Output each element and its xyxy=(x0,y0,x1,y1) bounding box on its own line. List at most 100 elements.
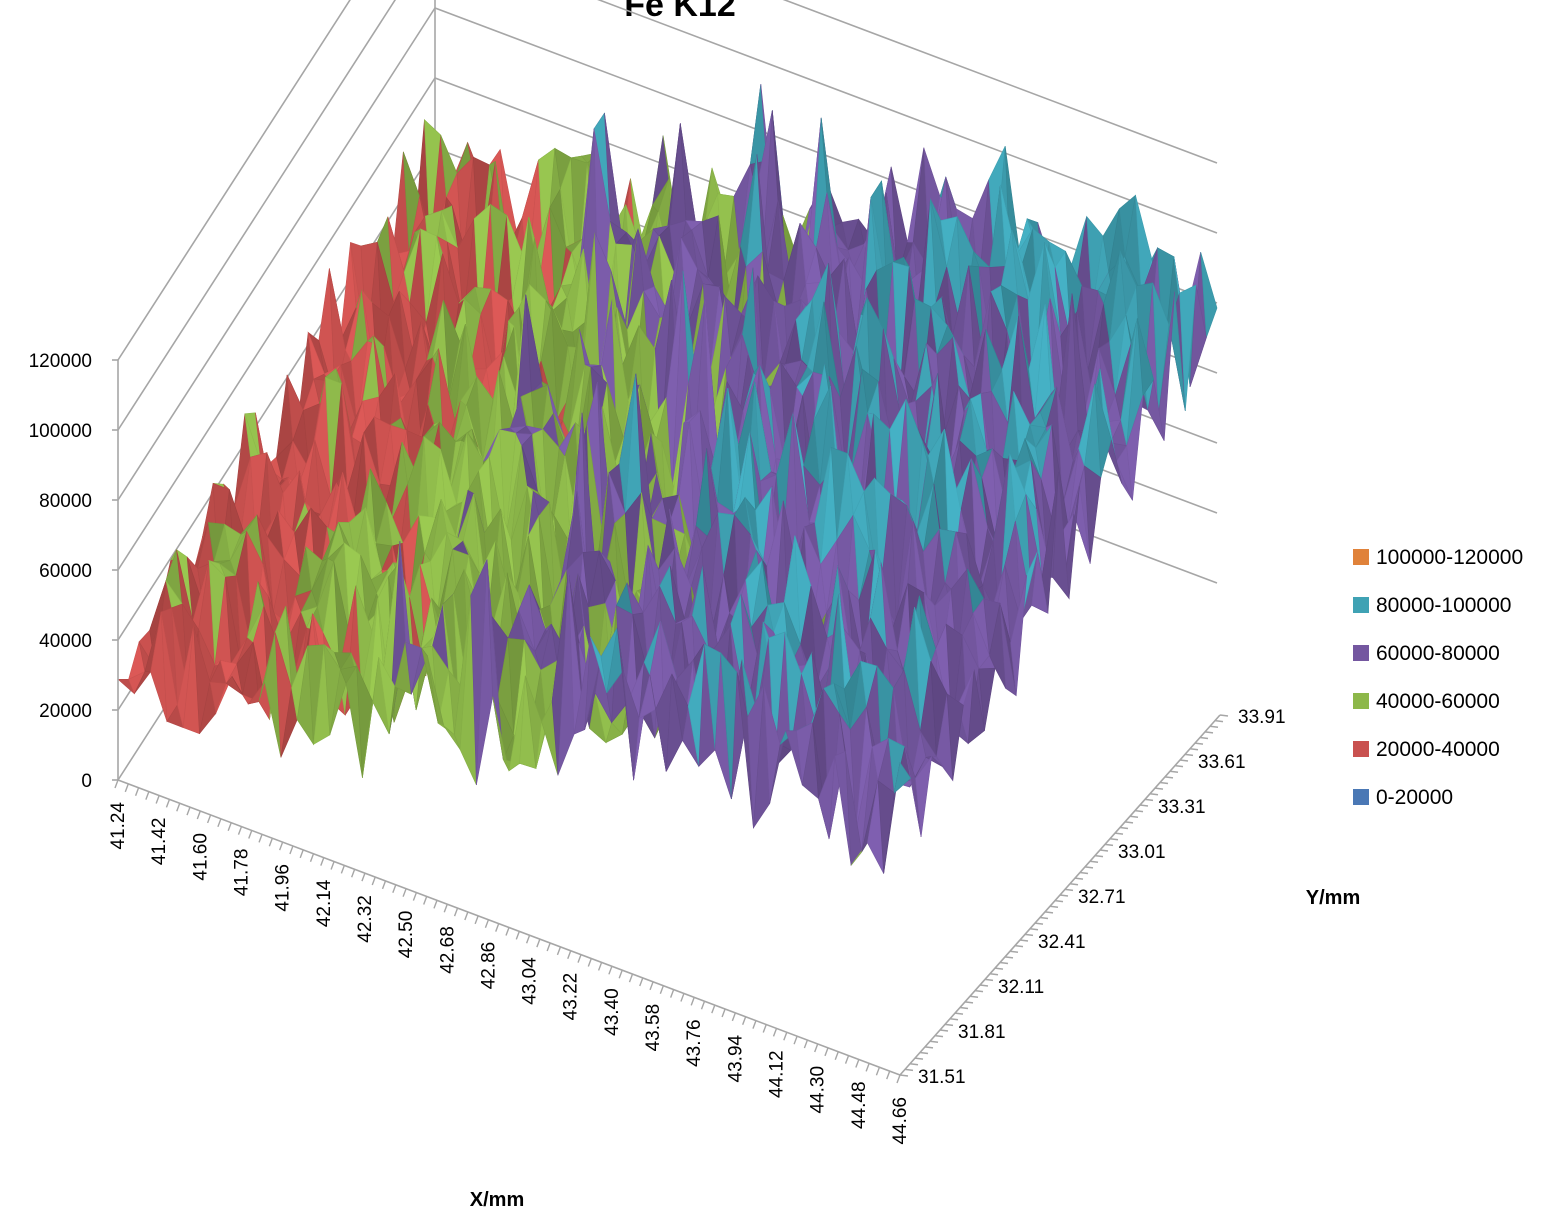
x-tick-label: 43.40 xyxy=(602,988,623,1036)
x-tick-mark xyxy=(268,837,273,847)
z-tick-label: 120000 xyxy=(29,351,92,372)
x-tick-mark xyxy=(556,946,562,956)
y-tick-mark xyxy=(1209,725,1219,728)
x-tick-mark xyxy=(412,892,418,901)
x-tick-mark xyxy=(381,880,387,890)
y-tick-mark xyxy=(1119,826,1129,830)
y-tick-mark xyxy=(919,1051,929,1055)
y-tick-mark xyxy=(944,1023,954,1027)
y-tick-label: 32.71 xyxy=(1078,887,1126,908)
legend-label: 60000-80000 xyxy=(1376,642,1500,665)
x-tick-mark xyxy=(639,977,644,987)
x-tick-mark xyxy=(278,841,284,851)
y-tick-mark xyxy=(1114,832,1124,835)
y-tick-mark xyxy=(1059,894,1069,897)
y-tick-mark xyxy=(1084,866,1094,869)
x-tick-mark xyxy=(772,1028,778,1037)
z-axis: 0 20000 40000 60000 80000 100000 120000 xyxy=(29,351,119,792)
x-tick-mark xyxy=(165,799,171,808)
x-tick-mark xyxy=(464,911,469,921)
y-tick-label: 33.01 xyxy=(1118,842,1166,863)
y-tick-mark xyxy=(929,1040,939,1043)
x-tick-label: 43.94 xyxy=(725,1034,746,1082)
y-tick-mark xyxy=(1204,731,1214,734)
y-tick-mark xyxy=(1159,781,1169,785)
x-tick-mark xyxy=(258,834,263,843)
x-tick-mark xyxy=(453,907,459,917)
x-tick-mark xyxy=(227,822,232,831)
x-tick-mark xyxy=(608,966,613,975)
surface-facet xyxy=(1010,574,1028,696)
x-tick-mark xyxy=(875,1066,881,1076)
y-tick-mark xyxy=(1104,843,1114,847)
x-tick-mark xyxy=(217,818,222,828)
x-axis-title: X/mm xyxy=(470,1189,524,1210)
x-tick-mark xyxy=(814,1043,819,1053)
x-tick-label: 44.48 xyxy=(849,1081,870,1129)
y-tick-label: 33.31 xyxy=(1158,797,1206,818)
surface-facet xyxy=(1137,318,1154,397)
surface-facet xyxy=(1147,379,1165,441)
legend-swatch xyxy=(1353,741,1369,757)
y-tick-label: 33.91 xyxy=(1238,707,1286,728)
legend-swatch xyxy=(1353,597,1369,613)
x-tick-mark xyxy=(659,985,664,994)
surface-facet xyxy=(1179,284,1197,411)
y-tick-mark xyxy=(1139,804,1149,807)
z-tick-label: 0 xyxy=(81,771,92,792)
x-tick-mark xyxy=(649,981,654,991)
y-tick-mark xyxy=(924,1046,934,1049)
y-tick-mark xyxy=(1069,883,1079,886)
x-tick-label: 43.76 xyxy=(684,1019,705,1067)
x-tick-mark xyxy=(145,791,150,800)
legend-label: 40000-60000 xyxy=(1376,690,1500,713)
x-tick-mark xyxy=(351,869,356,878)
y-tick-mark xyxy=(899,1074,909,1077)
x-tick-mark xyxy=(793,1035,798,1045)
y-tick-mark xyxy=(914,1057,924,1060)
x-tick-mark xyxy=(124,783,129,793)
surface-facet xyxy=(1094,383,1112,478)
y-tick-mark xyxy=(1169,770,1179,773)
x-tick-mark xyxy=(423,896,428,905)
x-tick-label: 42.14 xyxy=(314,879,335,927)
x-tick-mark xyxy=(855,1059,860,1068)
y-tick-mark xyxy=(1039,916,1049,920)
x-tick-mark xyxy=(752,1020,757,1029)
surface-facet xyxy=(989,655,1006,689)
y-tick-mark xyxy=(959,1006,969,1010)
y-tick-mark xyxy=(1179,759,1189,762)
x-tick-label: 44.66 xyxy=(890,1097,911,1145)
x-tick-mark xyxy=(721,1008,726,1018)
x-tick-mark xyxy=(680,993,685,1002)
y-tick-mark xyxy=(949,1018,959,1021)
y-tick-mark xyxy=(1219,714,1229,717)
y-axis: 31.51 31.81 32.11 32.41 32.71 33.01 33.31 33.61… xyxy=(899,707,1286,1088)
x-tick-mark xyxy=(515,931,520,940)
x-tick-mark xyxy=(505,927,510,936)
y-tick-mark xyxy=(904,1068,914,1072)
surface-facet xyxy=(999,603,1017,697)
y-tick-mark xyxy=(1094,854,1104,858)
legend-label: 100000-120000 xyxy=(1376,546,1523,569)
surface-facet xyxy=(1168,291,1186,411)
z-tick-label: 20000 xyxy=(39,701,92,722)
x-tick-label: 41.60 xyxy=(190,833,211,881)
legend-swatch xyxy=(1353,789,1369,805)
x-tick-mark xyxy=(289,845,294,855)
x-tick-mark xyxy=(628,973,634,983)
x-tick-mark xyxy=(320,857,325,866)
y-tick-label: 31.51 xyxy=(918,1067,966,1088)
y-tick-label: 32.11 xyxy=(998,977,1044,998)
legend-label: 0-20000 xyxy=(1376,786,1453,809)
x-tick-mark xyxy=(618,969,623,979)
x-tick-mark xyxy=(597,962,603,971)
x-tick-label: 41.42 xyxy=(149,818,170,866)
x-tick-mark xyxy=(206,814,212,824)
y-tick-mark xyxy=(1079,871,1089,875)
x-tick-mark xyxy=(834,1051,839,1060)
y-tick-mark xyxy=(989,973,999,976)
x-tick-mark xyxy=(248,830,253,839)
gridline xyxy=(117,0,1218,361)
y-tick-mark xyxy=(1029,928,1039,931)
